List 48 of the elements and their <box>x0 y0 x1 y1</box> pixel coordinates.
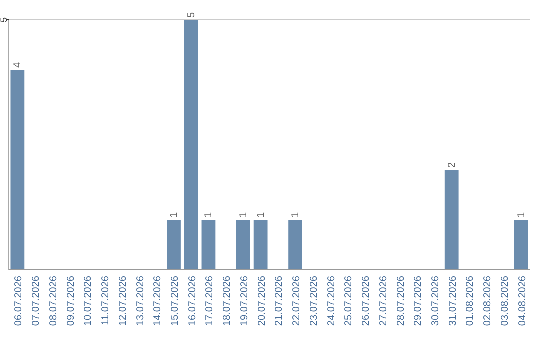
x-tick-label: 13.07.2026 <box>135 276 146 326</box>
bar <box>10 70 25 270</box>
bar <box>254 220 268 270</box>
x-tick-label: 26.07.2026 <box>361 276 372 326</box>
x-tick-label: 30.07.2026 <box>430 276 442 326</box>
x-tick-label: 28.07.2026 <box>396 276 407 326</box>
x-tick-label: 27.07.2026 <box>378 276 390 326</box>
x-tick-label: 22.07.2026 <box>292 276 303 326</box>
data-label: 4 <box>12 62 24 68</box>
x-tick-label: 31.07.2026 <box>448 276 459 326</box>
bar <box>184 20 198 270</box>
x-tick-label: 09.07.2026 <box>66 276 77 326</box>
x-tick-label: 15.07.2026 <box>170 276 181 326</box>
data-label: 1 <box>238 212 250 218</box>
x-tick-label: 10.07.2026 <box>83 276 94 326</box>
data-label: 1 <box>204 212 215 218</box>
x-tick-label: 11.07.2026 <box>100 276 112 326</box>
data-label: 1 <box>290 212 302 218</box>
data-label: 1 <box>256 212 267 218</box>
bar <box>288 220 302 270</box>
x-tick-label: 06.07.2026 <box>14 276 25 326</box>
bar <box>236 220 250 270</box>
x-tick-label: 29.07.2026 <box>413 276 424 326</box>
x-tick-label: 19.07.2026 <box>239 276 250 326</box>
bar <box>514 220 528 270</box>
bar <box>167 220 181 270</box>
bar <box>202 220 216 270</box>
x-tick-label: 24.07.2026 <box>326 276 338 326</box>
x-tick-label: 16.07.2026 <box>187 276 198 326</box>
x-tick-label: 20.07.2026 <box>256 276 268 326</box>
x-tick-label: 03.08.2026 <box>500 276 511 326</box>
x-tick-label: 21.07.2026 <box>274 276 286 326</box>
x-tick-label: 04.08.2026 <box>517 276 528 326</box>
data-label: 1 <box>168 212 180 218</box>
x-tick-label: 08.07.2026 <box>48 276 60 326</box>
x-tick-label: 12.07.2026 <box>118 276 129 326</box>
x-tick-label: 01.08.2026 <box>465 276 476 326</box>
x-tick-label: 02.08.2026 <box>482 276 494 326</box>
x-tick-label: 14.07.2026 <box>152 276 164 326</box>
x-tick-label: 25.07.2026 <box>344 276 355 326</box>
data-label: 5 <box>186 12 198 18</box>
x-tick-label: 18.07.2026 <box>222 276 234 326</box>
bar <box>444 170 459 270</box>
x-tick-label: 17.07.2026 <box>204 276 216 326</box>
data-label: 1 <box>516 212 528 218</box>
x-tick-label: 23.07.2026 <box>308 276 320 326</box>
data-label: 2 <box>446 162 458 168</box>
x-tick-label: 07.07.2026 <box>31 276 42 326</box>
